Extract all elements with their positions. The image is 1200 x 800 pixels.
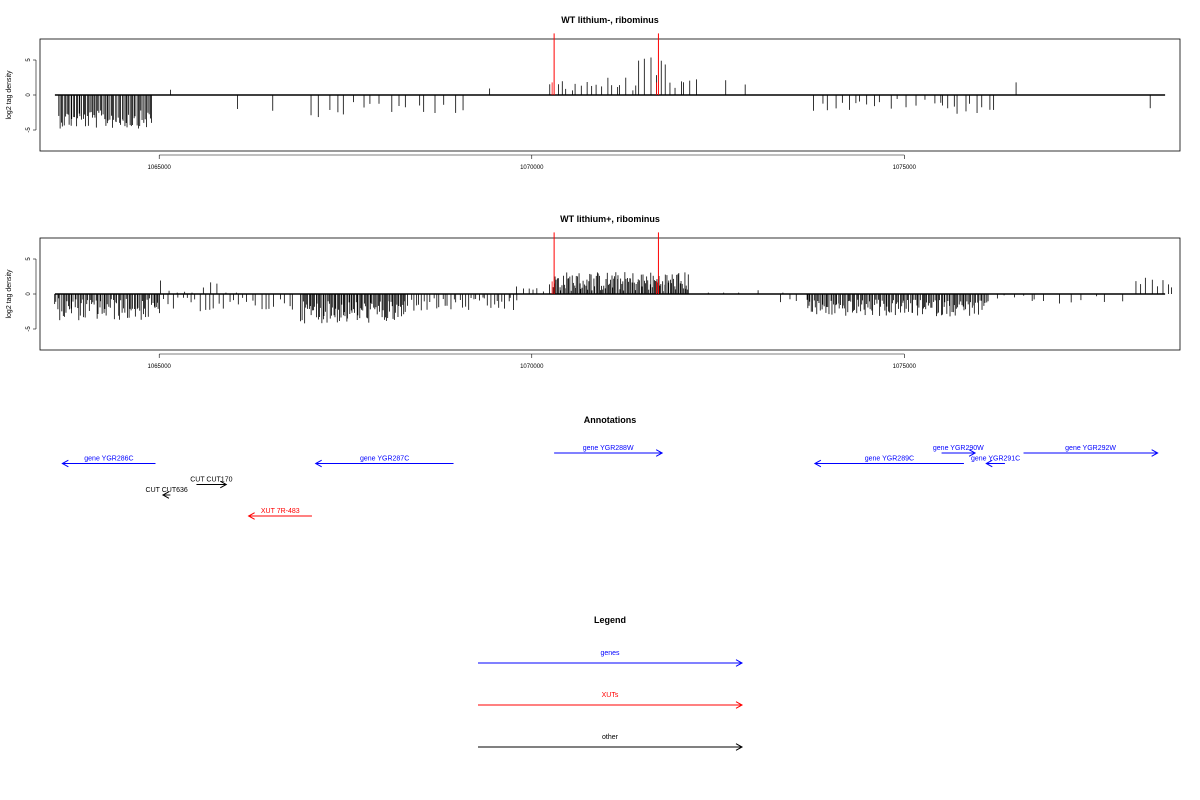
arrow-head — [220, 480, 228, 489]
annotation-label: gene YGR291C — [971, 456, 1020, 463]
chart-panel-1: WT lithium-, ribominus -5 0 5 1065000 10700… — [6, 15, 1181, 171]
arrow-head — [655, 449, 664, 457]
annotation-label: gene YGR292W — [1065, 445, 1116, 452]
chart-2-frame — [39, 237, 1181, 351]
annotations-title: Annotations — [584, 415, 637, 425]
legend-item: genes — [478, 650, 744, 667]
arrow-head — [735, 659, 744, 667]
x-tick-label: 1065000 — [148, 364, 172, 370]
annotations-panel: Annotations gene YGR286C gene YGR287C gene… — [61, 415, 1159, 520]
annotation-label: gene YGR290W — [933, 445, 984, 452]
y-tick-label: -5 — [26, 127, 32, 133]
x-tick-label: 1065000 — [148, 165, 172, 171]
chart-panel-2: WT lithium+, ribominus -5 0 5 1065000 10700… — [6, 214, 1181, 370]
annotation-label: gene YGR289C — [865, 456, 914, 463]
legend-label: genes — [600, 650, 620, 657]
y-tick-label: 5 — [26, 257, 32, 261]
annotation-feature: gene YGR291C — [971, 456, 1020, 468]
arrow-head — [161, 491, 170, 499]
chart-2-ylabel: log2 tag density — [6, 269, 13, 319]
arrow-head — [968, 449, 977, 457]
chart-1-frame — [39, 38, 1181, 152]
arrow-head — [735, 701, 744, 709]
legend-label: XUTs — [602, 692, 619, 699]
legend-label: other — [602, 734, 619, 741]
arrow-head — [735, 743, 744, 751]
annotation-feature: gene YGR292W — [1023, 445, 1159, 457]
y-tick-label: 0 — [26, 292, 32, 296]
annotation-feature: gene YGR290W — [933, 445, 984, 457]
annotation-feature: XUT 7R-483 — [247, 508, 312, 520]
arrow-head — [1151, 449, 1159, 457]
annotation-label: gene YGR288W — [583, 445, 634, 452]
annotation-feature: gene YGR289C — [813, 456, 964, 468]
y-tick-label: 0 — [26, 93, 32, 97]
chart-1-title: WT lithium-, ribominus — [561, 15, 659, 25]
legend-panel: Legend genes XUTs other — [478, 615, 744, 751]
annotation-label: CUT CUT636 — [146, 487, 188, 494]
annotation-label: XUT 7R-483 — [261, 508, 300, 515]
legend-item: other — [478, 734, 744, 751]
legend-item: XUTs — [478, 692, 744, 709]
arrow-head — [314, 459, 322, 468]
x-tick-label: 1070000 — [520, 165, 544, 171]
arrow-head — [61, 459, 69, 468]
arrow-head — [985, 459, 993, 468]
annotation-label: gene YGR287C — [360, 456, 409, 463]
chart-1-ylabel: log2 tag density — [6, 70, 13, 120]
annotation-feature: CUT CUT170 — [190, 477, 233, 489]
annotation-feature: gene YGR286C — [61, 456, 156, 468]
y-tick-label: -5 — [26, 326, 32, 332]
x-tick-label: 1070000 — [520, 364, 544, 370]
x-tick-label: 1075000 — [893, 165, 917, 171]
x-tick-label: 1075000 — [893, 364, 917, 370]
annotation-feature: gene YGR287C — [314, 456, 454, 468]
annotation-label: gene YGR286C — [84, 456, 133, 463]
annotation-feature: CUT CUT636 — [146, 487, 188, 499]
arrow-head — [813, 459, 822, 468]
y-tick-label: 5 — [26, 58, 32, 62]
annotation-label: CUT CUT170 — [190, 477, 232, 484]
annotation-feature: gene YGR288W — [554, 445, 664, 457]
legend-title: Legend — [594, 615, 626, 625]
arrow-head — [247, 512, 255, 520]
chart-2-title: WT lithium+, ribominus — [560, 214, 660, 224]
